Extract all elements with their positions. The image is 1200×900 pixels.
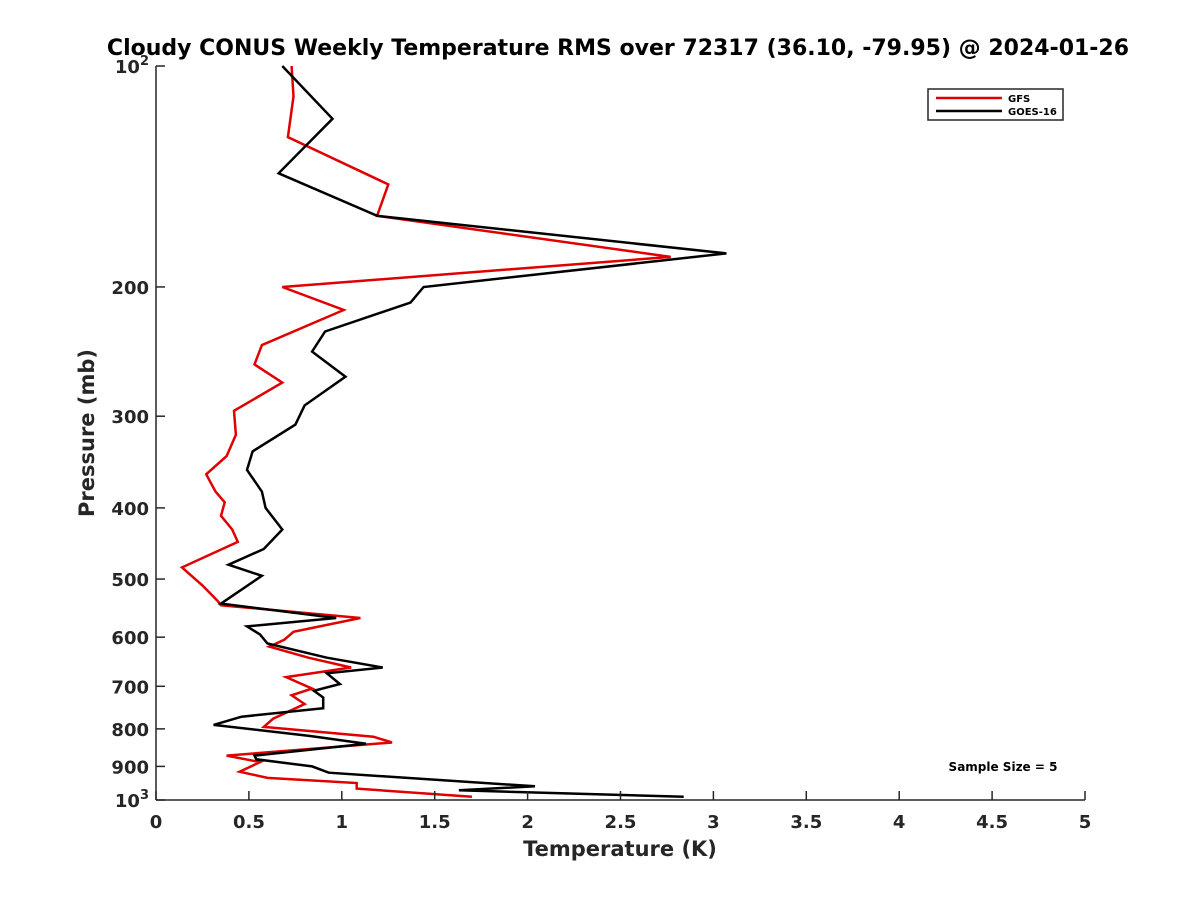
series-line-goes16	[213, 65, 727, 799]
y-tick-label: 400	[111, 499, 149, 520]
y-tick-label: 600	[111, 628, 149, 649]
x-tick-label: 5	[1079, 812, 1092, 833]
legend: GFS GOES-16	[927, 88, 1064, 121]
y-tick-label: 700	[111, 677, 149, 698]
x-tick-label: 1	[336, 812, 349, 833]
series-line-gfs	[179, 65, 671, 799]
x-tick-label: 2	[521, 812, 534, 833]
x-tick-label: 0	[150, 812, 163, 833]
x-tick-label: 1.5	[419, 812, 451, 833]
x-axis-label: Temperature (K)	[523, 837, 717, 861]
y-tick-label: 102	[115, 54, 149, 78]
x-tick-label: 0.5	[233, 812, 265, 833]
series-layer	[179, 65, 727, 799]
x-tick-label: 2.5	[605, 812, 637, 833]
y-tick-label: 800	[111, 720, 149, 741]
chart-title: Cloudy CONUS Weekly Temperature RMS over…	[107, 36, 1129, 61]
y-tick-label: 900	[111, 757, 149, 778]
sample-size-annotation: Sample Size = 5	[949, 760, 1058, 774]
x-tick-label: 4	[893, 812, 906, 833]
y-tick-label: 103	[115, 788, 149, 812]
y-tick-label: 500	[111, 570, 149, 591]
x-tick-label: 4.5	[976, 812, 1008, 833]
y-tick-label: 300	[111, 407, 149, 428]
y-axis-label: Pressure (mb)	[75, 349, 99, 517]
x-tick-label: 3.5	[790, 812, 822, 833]
legend-box	[927, 88, 1064, 121]
legend-label-gfs: GFS	[1008, 94, 1030, 105]
legend-label-goes16: GOES-16	[1008, 107, 1057, 118]
axes: 0 0.5 1 1.5 2 2.5 3 3.5 4 4.5 5 102 200 300 400 500 600 7…	[111, 54, 1091, 833]
x-tick-label: 3	[707, 812, 720, 833]
y-tick-label: 200	[111, 278, 149, 299]
